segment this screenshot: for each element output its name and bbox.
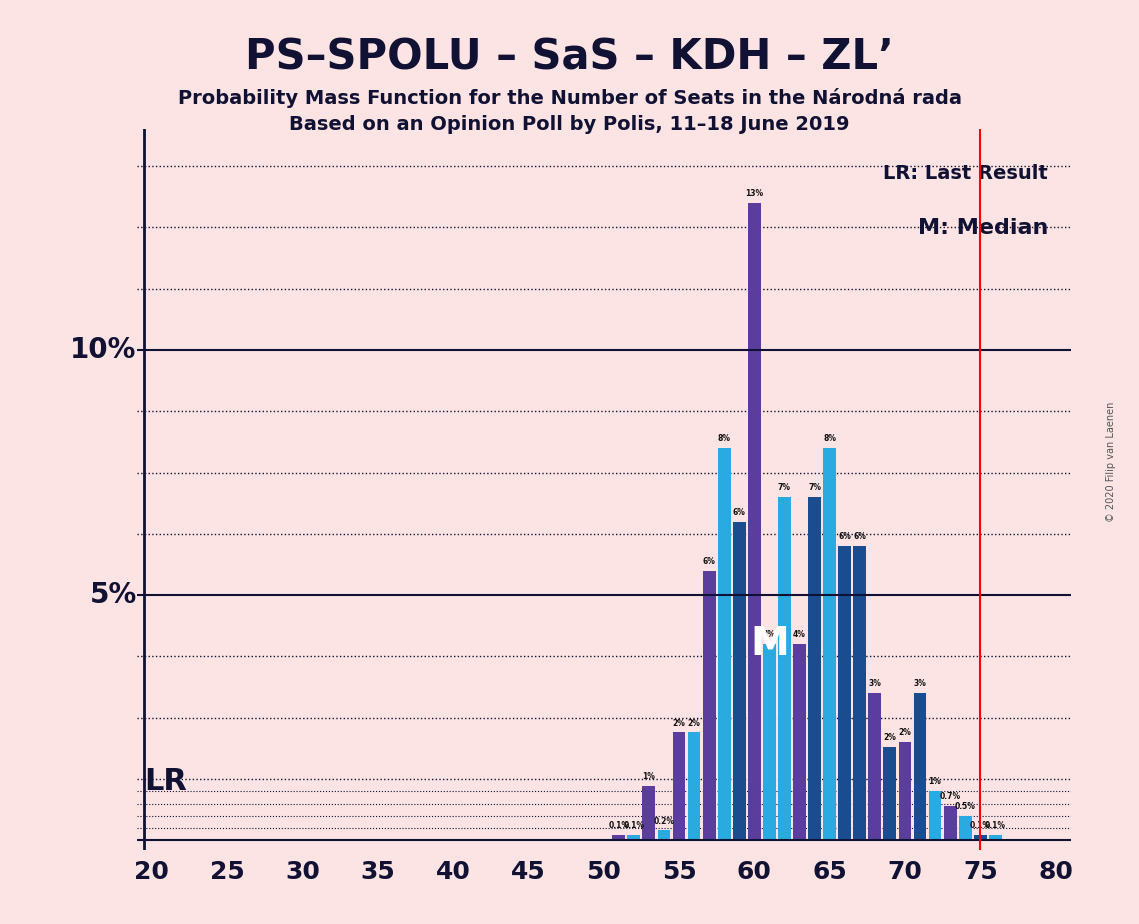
Text: 8%: 8% [823, 434, 836, 444]
Bar [642, 786, 655, 840]
Text: 3%: 3% [868, 679, 882, 688]
Text: 8%: 8% [718, 434, 731, 444]
Bar [628, 835, 640, 840]
Text: 1%: 1% [928, 777, 942, 786]
Bar [763, 644, 776, 840]
Bar [732, 521, 746, 840]
Bar [778, 497, 790, 840]
Text: 0.1%: 0.1% [969, 821, 991, 831]
Text: 2%: 2% [688, 719, 700, 727]
Bar [657, 831, 671, 840]
Bar [853, 546, 866, 840]
Bar [809, 497, 821, 840]
Bar [868, 693, 882, 840]
Text: LR: Last Result: LR: Last Result [884, 164, 1048, 183]
Bar [793, 644, 806, 840]
Text: 6%: 6% [838, 532, 851, 541]
Text: © 2020 Filip van Laenen: © 2020 Filip van Laenen [1106, 402, 1116, 522]
Text: 0.1%: 0.1% [985, 821, 1006, 831]
Text: 3%: 3% [913, 679, 926, 688]
Text: Probability Mass Function for the Number of Seats in the Národná rada: Probability Mass Function for the Number… [178, 88, 961, 108]
Bar [989, 835, 1001, 840]
Bar [673, 733, 686, 840]
Text: 2%: 2% [672, 719, 686, 727]
Text: PS–SPOLU – SaS – KDH – ZLʼ: PS–SPOLU – SaS – KDH – ZLʼ [245, 37, 894, 79]
Bar [613, 835, 625, 840]
Bar [748, 203, 761, 840]
Text: 2%: 2% [899, 728, 911, 737]
Bar [718, 448, 730, 840]
Text: 0.5%: 0.5% [954, 802, 976, 811]
Text: 0.2%: 0.2% [654, 817, 674, 825]
Bar [913, 693, 926, 840]
Text: 6%: 6% [732, 507, 746, 517]
Bar [974, 835, 986, 840]
Bar [944, 806, 957, 840]
Bar [928, 791, 942, 840]
Text: M: M [749, 626, 788, 663]
Bar [688, 733, 700, 840]
Text: 1%: 1% [642, 772, 655, 782]
Text: 0.1%: 0.1% [623, 821, 645, 831]
Text: Based on an Opinion Poll by Polis, 11–18 June 2019: Based on an Opinion Poll by Polis, 11–18… [289, 116, 850, 135]
Text: 10%: 10% [71, 336, 137, 364]
Bar [884, 748, 896, 840]
Bar [959, 816, 972, 840]
Bar [703, 571, 715, 840]
Text: 7%: 7% [808, 483, 821, 492]
Text: 6%: 6% [703, 557, 715, 565]
Text: M: Median: M: Median [918, 218, 1048, 237]
Bar [823, 448, 836, 840]
Text: 13%: 13% [745, 189, 763, 198]
Text: 0.7%: 0.7% [940, 792, 960, 801]
Text: LR: LR [145, 767, 187, 796]
Text: 0.1%: 0.1% [608, 821, 629, 831]
Text: 2%: 2% [884, 734, 896, 742]
Text: 4%: 4% [763, 630, 776, 639]
Text: 6%: 6% [853, 532, 866, 541]
Text: 5%: 5% [90, 581, 137, 609]
Text: 7%: 7% [778, 483, 790, 492]
Text: 4%: 4% [793, 630, 806, 639]
Bar [899, 742, 911, 840]
Bar [838, 546, 851, 840]
